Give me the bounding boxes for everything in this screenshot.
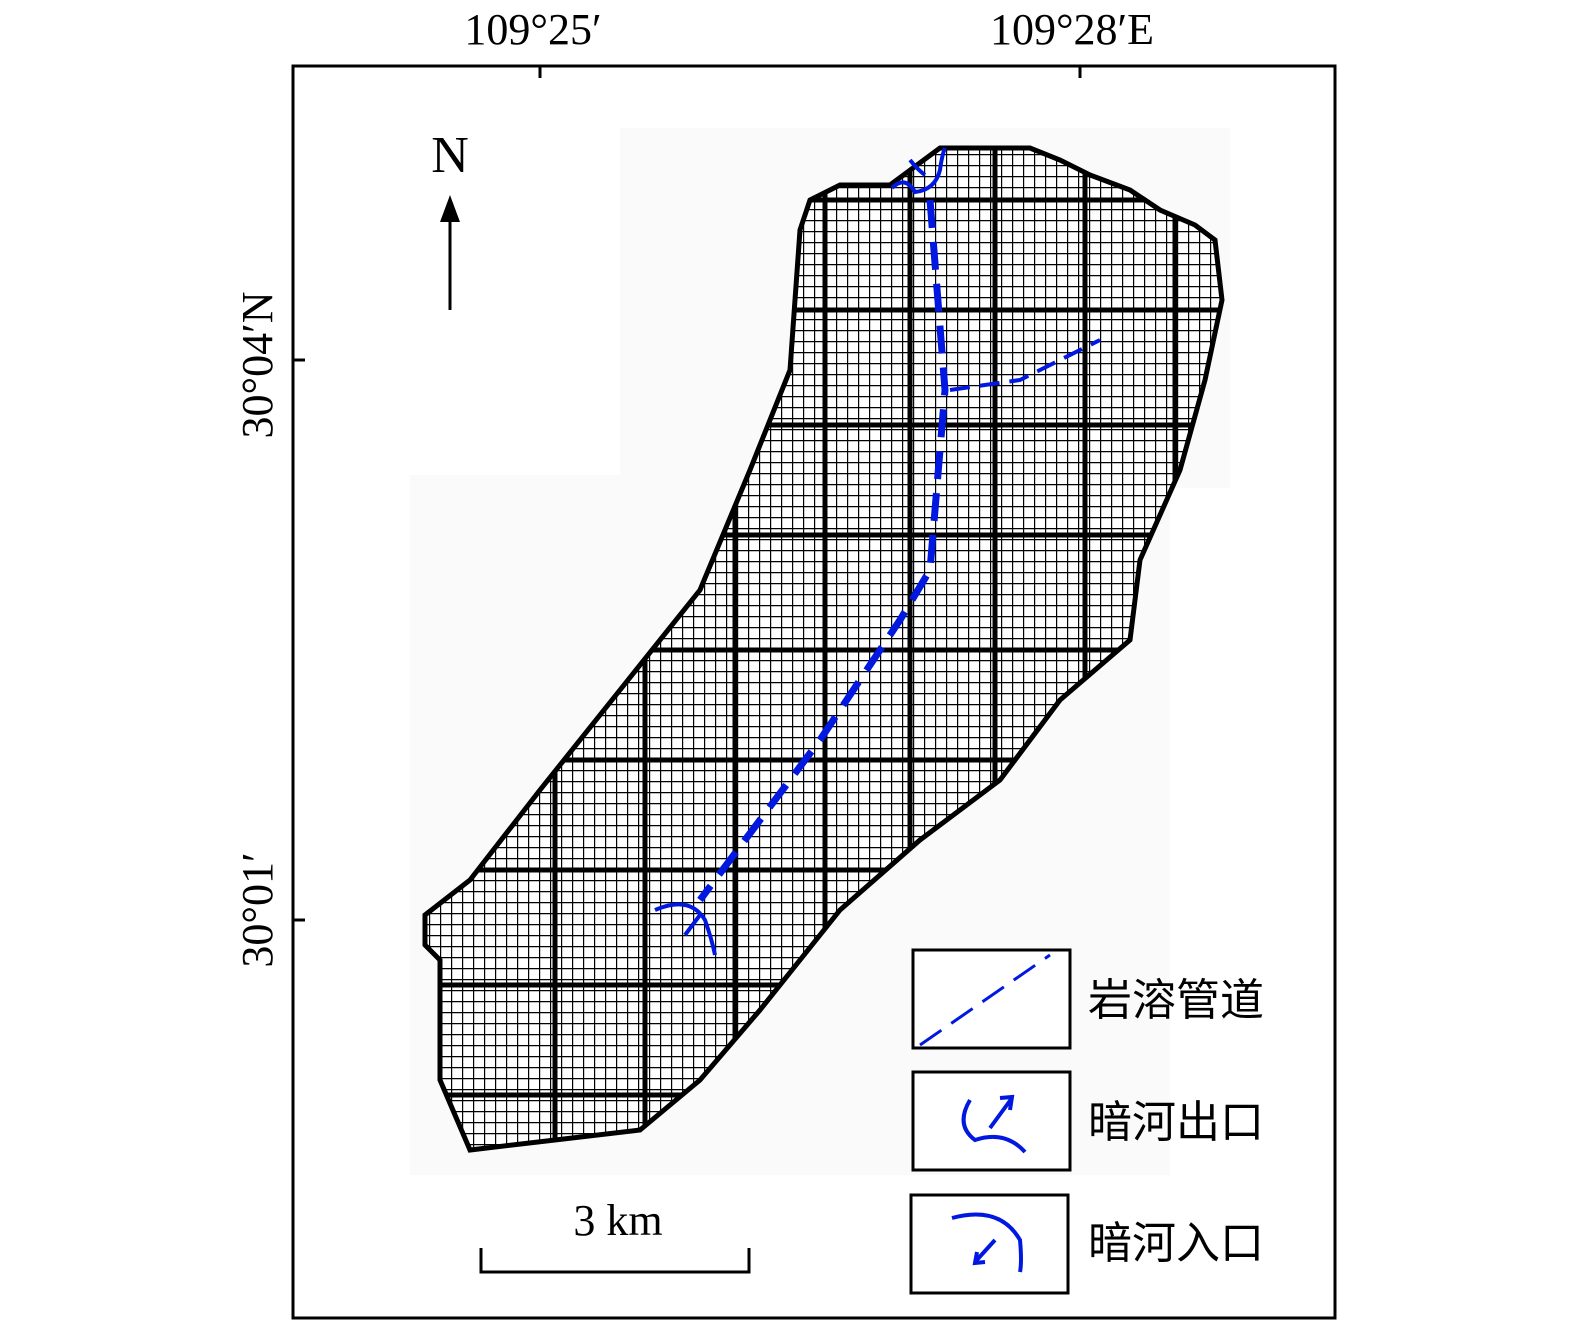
left-label: 30°04′N [233,292,282,439]
scale-bar [479,1248,751,1274]
north-arrow-head [440,195,460,222]
top-label: 109°28′E [990,5,1154,54]
inlet-symbol [654,902,717,956]
legend: 岩溶管道 暗河出口 暗河入口 [909,948,1264,1295]
karst-conduit-branch [949,338,1101,392]
ticks [293,66,1082,922]
left-label: 30°01′ [233,852,282,967]
outlet-symbol [890,147,947,195]
top-label: 109°25′ [464,5,601,54]
karst-conduit [697,199,949,903]
legend-label: 暗河入口 [1088,1219,1264,1268]
map-frame [291,64,1337,1320]
legend-label: 岩溶管道 [1088,976,1264,1025]
legend-label: 暗河出口 [1088,1098,1264,1147]
scale-label: 3 km [573,1196,662,1245]
north-label: N [431,127,469,184]
